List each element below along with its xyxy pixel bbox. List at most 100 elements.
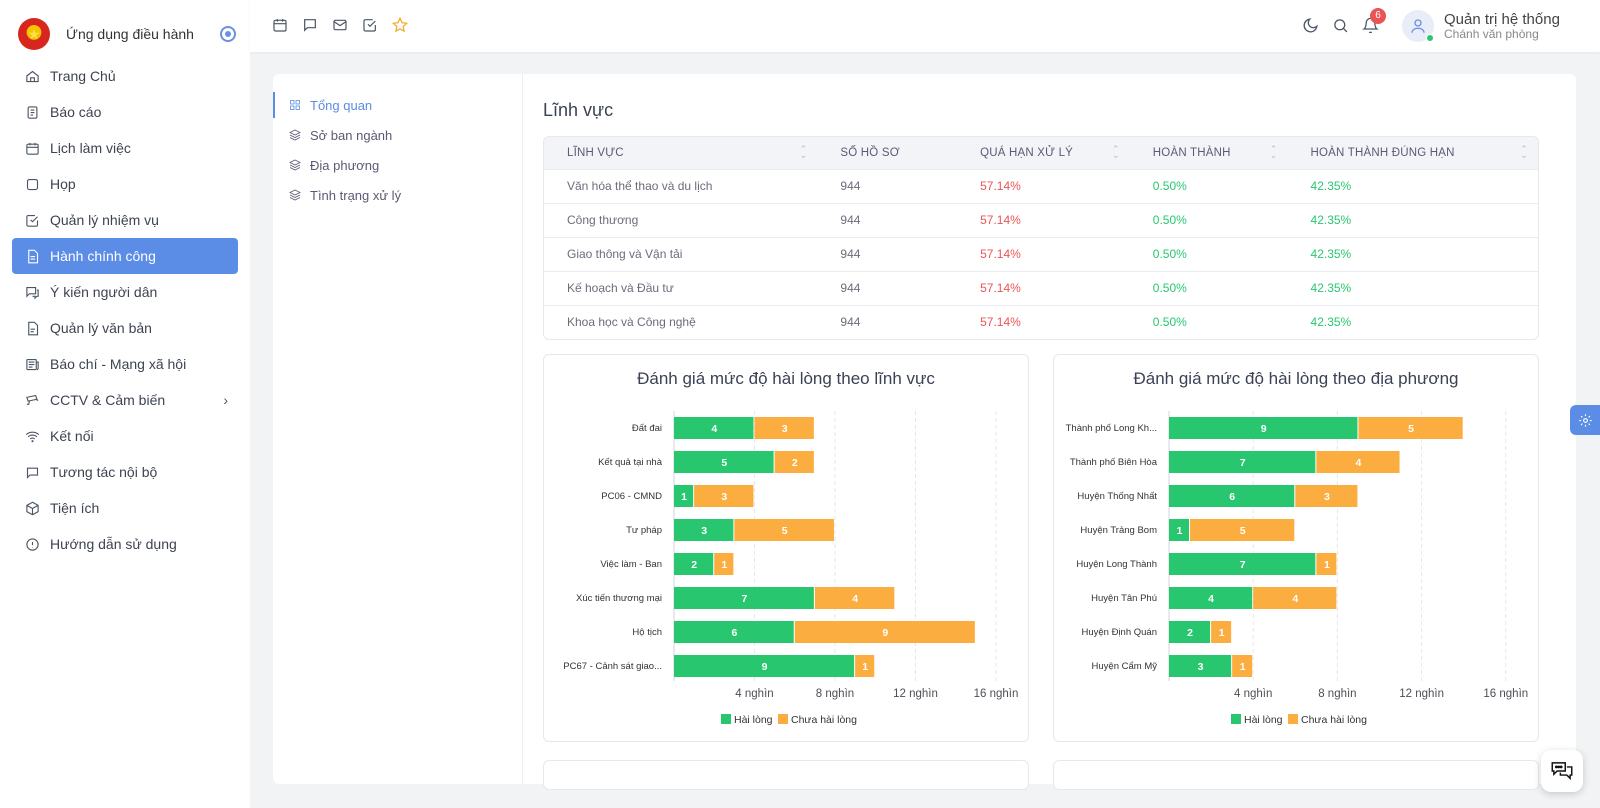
bar-satisfied[interactable] xyxy=(674,553,714,575)
bar-unsatisfied[interactable] xyxy=(1190,519,1295,541)
bar-unsatisfied[interactable] xyxy=(1358,417,1463,439)
bar-satisfied[interactable] xyxy=(1169,587,1253,609)
bar-unsatisfied[interactable] xyxy=(694,485,754,507)
brand[interactable]: ★ Ứng dụng điều hành xyxy=(18,16,238,52)
bar-satisfied[interactable] xyxy=(674,485,694,507)
bar-satisfied[interactable] xyxy=(1169,519,1190,541)
bar-value-label: 5 xyxy=(1240,525,1246,537)
star-icon[interactable] xyxy=(392,17,408,33)
bar-satisfied[interactable] xyxy=(674,587,814,609)
bell-icon[interactable]: 6 xyxy=(1362,8,1386,35)
bar-unsatisfied[interactable] xyxy=(714,553,734,575)
bar-unsatisfied[interactable] xyxy=(1253,587,1337,609)
sidebar-item-hanh-chinh-cong[interactable]: Hành chính công xyxy=(12,238,238,274)
bar-unsatisfied[interactable] xyxy=(754,417,814,439)
bar-value-label: 4 xyxy=(852,593,858,605)
user-info[interactable]: Quản trị hệ thống Chánh văn phòng xyxy=(1444,11,1568,41)
sort-icon[interactable]: ⌃ ⌄ xyxy=(1112,144,1120,160)
check-square-icon[interactable] xyxy=(362,17,378,33)
bar-unsatisfied[interactable] xyxy=(794,621,975,643)
column-header-qua-han-xu-ly[interactable]: QUÁ HẠN XỬ LÝ ⌃ ⌄ xyxy=(957,137,1130,169)
legend-label[interactable]: Hài lòng xyxy=(734,714,773,726)
sort-icon[interactable]: ⌃ ⌄ xyxy=(1269,144,1278,160)
bar-value-label: 3 xyxy=(1198,661,1204,673)
sidebar-toggle-icon[interactable] xyxy=(220,26,236,42)
bar-unsatisfied[interactable] xyxy=(1295,485,1358,507)
sidebar-item-cctv-cam-bien[interactable]: CCTV & Cảm biến › xyxy=(12,382,238,418)
column-header-linh-vuc[interactable]: LĨNH VỰC ⌃ ⌄ xyxy=(544,137,817,169)
sort-icon[interactable]: ⌃ ⌄ xyxy=(1520,144,1528,160)
bar-unsatisfied[interactable] xyxy=(1232,655,1253,677)
tab-dia-phuong[interactable]: Địa phương xyxy=(273,150,522,180)
category-label: Huyện Cẩm Mỹ xyxy=(1092,661,1158,672)
bar-unsatisfied[interactable] xyxy=(734,519,834,541)
sidebar-item-tien-ich[interactable]: Tiện ích xyxy=(12,490,238,526)
mail-icon[interactable] xyxy=(332,17,348,33)
bar-unsatisfied[interactable] xyxy=(774,451,814,473)
user-area: 6 Quản trị hệ thống Chánh văn phòng xyxy=(1302,0,1600,52)
bar-satisfied[interactable] xyxy=(1169,417,1358,439)
sidebar-item-lich-lam-viec[interactable]: Lịch làm việc xyxy=(12,130,238,166)
table-row[interactable]: Khoa học và Công nghệ 944 57.14% 0.50% 42.35… xyxy=(544,304,1538,339)
sidebar-item-hop[interactable]: Họp xyxy=(12,166,238,202)
avatar[interactable] xyxy=(1402,10,1434,42)
sidebar-item-y-kien-nguoi-dan[interactable]: Ý kiến người dân xyxy=(12,274,238,310)
bar-satisfied[interactable] xyxy=(674,655,855,677)
sidebar-item-ket-noi[interactable]: Kết nối xyxy=(12,418,238,454)
cctv-icon xyxy=(24,392,40,408)
sidebar-item-huong-dan-su-dung[interactable]: Hướng dẫn sử dụng xyxy=(12,526,238,562)
chat-support-button[interactable] xyxy=(1541,750,1583,792)
legend-label[interactable]: Chưa hài lòng xyxy=(791,714,857,726)
bar-unsatisfied[interactable] xyxy=(1211,621,1232,643)
tab-tinh-trang-xu-ly[interactable]: Tình trạng xử lý xyxy=(273,180,522,210)
table-row[interactable]: Kế hoạch và Đầu tư 944 57.14% 0.50% 42.35% xyxy=(544,270,1538,305)
legend-label[interactable]: Chưa hài lòng xyxy=(1301,714,1367,726)
table-cell-qua-han-xu-ly: 57.14% xyxy=(957,236,1130,271)
table-cell-linh-vuc: Khoa học và Công nghệ xyxy=(544,304,818,339)
search-icon[interactable] xyxy=(1332,17,1350,35)
sidebar-item-trang-chu[interactable]: Trang Chủ xyxy=(12,58,238,94)
bar-satisfied[interactable] xyxy=(674,519,734,541)
settings-button[interactable] xyxy=(1570,405,1600,435)
message-icon[interactable] xyxy=(302,17,318,33)
bar-value-label: 9 xyxy=(1261,423,1267,435)
bar-value-label: 6 xyxy=(731,627,737,639)
bar-satisfied[interactable] xyxy=(1169,451,1316,473)
column-header-hoan-thanh-dung-han[interactable]: HOÀN THÀNH ĐÚNG HẠN ⌃ ⌄ xyxy=(1288,137,1538,169)
tab-tong-quan[interactable]: Tổng quan xyxy=(273,90,522,120)
moon-icon[interactable] xyxy=(1302,17,1320,35)
bar-value-label: 1 xyxy=(862,661,868,673)
table-row[interactable]: Văn hóa thể thao và du lịch 944 57.14% 0.50… xyxy=(544,168,1538,203)
table-cell-hoan-thanh-dung-han: 42.35% xyxy=(1287,168,1538,203)
newspaper-icon xyxy=(24,356,40,372)
sidebar: ★ Ứng dụng điều hành Trang Chủ Báo cáo Lịc… xyxy=(0,0,250,808)
sidebar-item-label: Hướng dẫn sử dụng xyxy=(50,536,177,552)
bar-satisfied[interactable] xyxy=(1169,655,1232,677)
bar-satisfied[interactable] xyxy=(1169,485,1295,507)
legend-label[interactable]: Hài lòng xyxy=(1244,714,1283,726)
sort-icon[interactable]: ⌃ ⌄ xyxy=(799,144,808,160)
tab-so-ban-nganh[interactable]: Sở ban ngành xyxy=(273,120,522,150)
bar-unsatisfied[interactable] xyxy=(855,655,875,677)
home-icon xyxy=(24,68,40,84)
bar-value-label: 4 xyxy=(1208,593,1214,605)
content-card: Tổng quan Sở ban ngành Địa phương Tình trạn… xyxy=(273,74,1576,790)
bar-satisfied[interactable] xyxy=(1169,553,1316,575)
sidebar-item-quan-ly-nhiem-vu[interactable]: Quản lý nhiệm vụ xyxy=(12,202,238,238)
bar-satisfied[interactable] xyxy=(674,451,774,473)
table-row[interactable]: Công thương 944 57.14% 0.50% 42.35% xyxy=(544,202,1538,237)
table-row[interactable]: Giao thông và Vận tải 944 57.14% 0.50% 42.35… xyxy=(544,236,1538,271)
bar-unsatisfied[interactable] xyxy=(1316,553,1337,575)
sidebar-item-quan-ly-van-ban[interactable]: Quản lý văn bản xyxy=(12,310,238,346)
bar-satisfied[interactable] xyxy=(674,621,794,643)
sidebar-item-tuong-tac-noi-bo[interactable]: Tương tác nội bộ xyxy=(12,454,238,490)
calendar-icon[interactable] xyxy=(272,17,288,33)
tab-label: Tình trạng xử lý xyxy=(310,187,402,203)
bar-unsatisfied[interactable] xyxy=(814,587,895,609)
bar-unsatisfied[interactable] xyxy=(1316,451,1400,473)
sidebar-item-bao-chi-mang-xa-hoi[interactable]: Báo chí - Mạng xã hội xyxy=(12,346,238,382)
bar-satisfied[interactable] xyxy=(674,417,754,439)
sidebar-item-bao-cao[interactable]: Báo cáo xyxy=(12,94,238,130)
bar-satisfied[interactable] xyxy=(1169,621,1211,643)
column-header-hoan-thanh[interactable]: HOÀN THÀNH ⌃ ⌄ xyxy=(1130,137,1288,169)
